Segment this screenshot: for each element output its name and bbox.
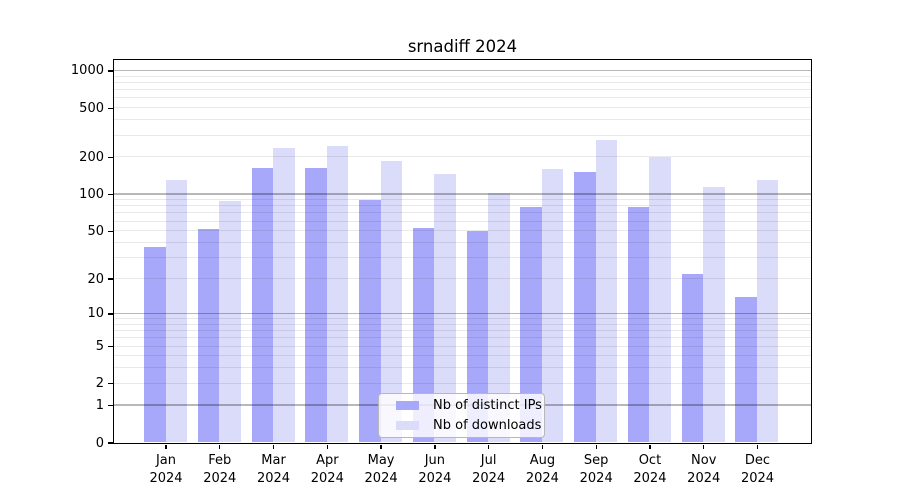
y-axis-tick-5: [107, 345, 113, 348]
x-axis-label-apr: Apr 2024: [310, 453, 344, 486]
x-axis-label-oct: Oct 2024: [633, 453, 667, 486]
bar-distinct-ips-aug: [520, 207, 542, 443]
x-axis-tick-mar: [272, 444, 275, 449]
legend-label-distinct-ips: Nb of distinct IPs: [433, 398, 542, 413]
y-axis-label-5: 5: [95, 339, 104, 354]
legend-swatch-downloads: [396, 421, 419, 430]
x-axis-label-dec: Dec 2024: [740, 453, 775, 486]
x-axis-label-jun: Jun 2024: [418, 453, 452, 486]
y-axis-tick-1000: [107, 70, 113, 72]
y-axis-tick-100: [107, 193, 113, 196]
legend-item-distinct-ips: Nb of distinct IPs: [379, 397, 544, 414]
y-axis-label-1: 1: [95, 398, 104, 414]
bar-distinct-ips-jul: [466, 230, 489, 443]
y-axis-label-0: 0: [95, 435, 104, 451]
x-axis-label-aug: Aug 2024: [525, 453, 559, 486]
x-axis-tick-may: [380, 444, 382, 449]
bar-distinct-ips-oct: [627, 207, 650, 443]
y-axis-tick-20: [107, 278, 113, 280]
legend-item-downloads: Nb of downloads: [379, 417, 544, 434]
y-axis-tick-50: [107, 230, 113, 232]
bar-downloads-feb: [219, 201, 241, 443]
bar-downloads-aug: [541, 168, 564, 443]
bar-downloads-oct: [649, 156, 671, 443]
bar-distinct-ips-apr: [305, 167, 327, 443]
y-axis-tick-1: [107, 405, 113, 407]
bar-downloads-may: [380, 161, 403, 443]
x-axis-label-nov: Nov 2024: [687, 453, 721, 486]
x-axis-tick-jul: [487, 444, 490, 449]
bar-downloads-sep: [595, 140, 618, 443]
y-axis-label-500: 500: [79, 100, 104, 116]
bar-distinct-ips-feb: [197, 228, 220, 443]
bar-distinct-ips-mar: [251, 167, 274, 443]
x-axis-tick-jun: [434, 444, 436, 449]
bar-distinct-ips-jun: [412, 227, 435, 443]
y-axis-label-2: 2: [95, 376, 104, 392]
x-axis-tick-oct: [649, 444, 651, 449]
chart-title: srnadiff 2024: [407, 37, 518, 56]
bar-distinct-ips-sep: [574, 172, 596, 443]
x-axis-label-sep: Sep 2024: [579, 453, 613, 486]
x-axis-tick-aug: [541, 444, 544, 449]
legend-swatch-distinct-ips: [396, 401, 419, 410]
y-axis-tick-10: [107, 313, 113, 315]
legend: Nb of distinct IPs Nb of downloads: [378, 393, 545, 438]
bar-downloads-jun: [434, 173, 456, 443]
x-axis-label-may: May 2024: [364, 453, 398, 486]
x-axis-label-jan: Jan 2024: [149, 453, 183, 486]
y-axis-tick-2: [107, 383, 113, 385]
bar-distinct-ips-dec: [735, 296, 757, 443]
y-axis-tick-0: [107, 442, 113, 444]
bar-downloads-apr: [326, 146, 349, 443]
x-axis-tick-dec: [756, 444, 759, 449]
x-axis-tick-apr: [326, 444, 328, 449]
y-axis-label-100: 100: [79, 186, 104, 202]
bars-layer: [114, 60, 811, 443]
y-axis-label-50: 50: [87, 223, 104, 239]
x-axis-label-mar: Mar 2024: [256, 453, 291, 486]
y-axis-label-20: 20: [87, 271, 104, 287]
x-axis-tick-sep: [595, 444, 597, 449]
plot-area: [112, 58, 812, 444]
x-axis-tick-nov: [703, 444, 705, 449]
bar-downloads-mar: [273, 148, 295, 443]
y-axis-label-200: 200: [79, 149, 104, 165]
y-axis-tick-200: [107, 156, 113, 159]
bar-downloads-dec: [756, 180, 779, 443]
y-axis-tick-500: [107, 107, 113, 109]
x-axis-tick-feb: [219, 444, 221, 449]
x-axis-label-feb: Feb 2024: [203, 453, 237, 486]
bar-distinct-ips-may: [359, 199, 381, 443]
bar-downloads-jul: [488, 193, 510, 443]
bar-distinct-ips-nov: [681, 273, 704, 443]
x-axis-label-jul: Jul 2024: [472, 453, 506, 486]
bar-downloads-nov: [703, 186, 725, 443]
legend-label-downloads: Nb of downloads: [433, 418, 542, 433]
x-axis-tick-jan: [165, 444, 167, 449]
y-axis-label-1000: 1000: [70, 63, 104, 79]
bar-distinct-ips-jan: [144, 246, 166, 443]
bar-downloads-jan: [165, 179, 187, 443]
y-axis-label-10: 10: [87, 306, 104, 322]
